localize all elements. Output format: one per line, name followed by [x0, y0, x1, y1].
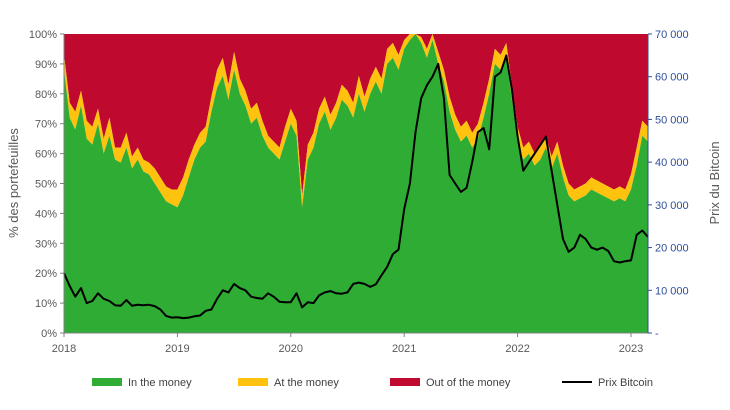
legend-swatch-in-the-money: [92, 378, 122, 386]
y-left-tick-label: 10%: [35, 298, 57, 310]
y-left-tick-label: 100%: [29, 29, 57, 41]
legend-label-price: Prix Bitcoin: [598, 377, 653, 389]
y-left-tick-label: 80%: [35, 89, 57, 101]
legend-swatch-at-the-money: [238, 378, 268, 386]
series-line-prix-bitcoin: [63, 54, 649, 320]
x-tick-label: 2023: [619, 343, 643, 355]
x-tick-label: 2018: [52, 343, 76, 355]
y-left-tick-label: 90%: [35, 59, 57, 71]
y-right-tick-label: 10 000: [655, 285, 689, 297]
y-right-tick-label: 60 000: [655, 72, 689, 84]
y-left-tick-label: 30%: [35, 238, 57, 250]
x-tick-label: 2020: [279, 343, 303, 355]
y-right-tick-label: 70 000: [655, 29, 689, 41]
y-right-tick-label: 30 000: [655, 200, 689, 212]
area-in-the-money: [64, 34, 648, 333]
y-right-tick-label: 50 000: [655, 114, 689, 126]
y-left-tick-label: 60%: [35, 149, 57, 161]
legend-label-at-the-money: At the money: [274, 377, 339, 389]
y-axis-left-title: % des portefeuilles: [6, 128, 21, 238]
plot-areas: [64, 34, 648, 333]
y-left-tick-label: 20%: [35, 268, 57, 280]
y-left-tick-label: 50%: [35, 179, 57, 191]
legend: In the money At the money Out of the mon…: [92, 377, 653, 389]
x-tick-label: 2019: [165, 343, 189, 355]
y-right-tick-label: -: [655, 328, 659, 340]
y-left-tick-label: 40%: [35, 208, 57, 220]
y-axis-right-title: Prix du Bitcoin: [707, 141, 722, 224]
area-at-the-money: [64, 34, 648, 208]
area-out-of-the-money: [64, 34, 648, 196]
x-tick-label: 2022: [505, 343, 529, 355]
legend-label-out-of-the-money: Out of the money: [426, 377, 511, 389]
legend-label-in-the-money: In the money: [128, 377, 192, 389]
x-tick-label: 2021: [392, 343, 416, 355]
axes: 0% 10% 20% 30% 40% 50% 60% 70% 80% 90% 100% - 10 000…: [29, 29, 689, 355]
y-right-tick-label: 20 000: [655, 243, 689, 255]
y-left-tick-label: 0%: [41, 328, 57, 340]
price-line-group: [63, 54, 649, 320]
legend-swatch-out-of-the-money: [390, 378, 420, 386]
y-right-tick-label: 40 000: [655, 157, 689, 169]
y-left-tick-label: 70%: [35, 119, 57, 131]
